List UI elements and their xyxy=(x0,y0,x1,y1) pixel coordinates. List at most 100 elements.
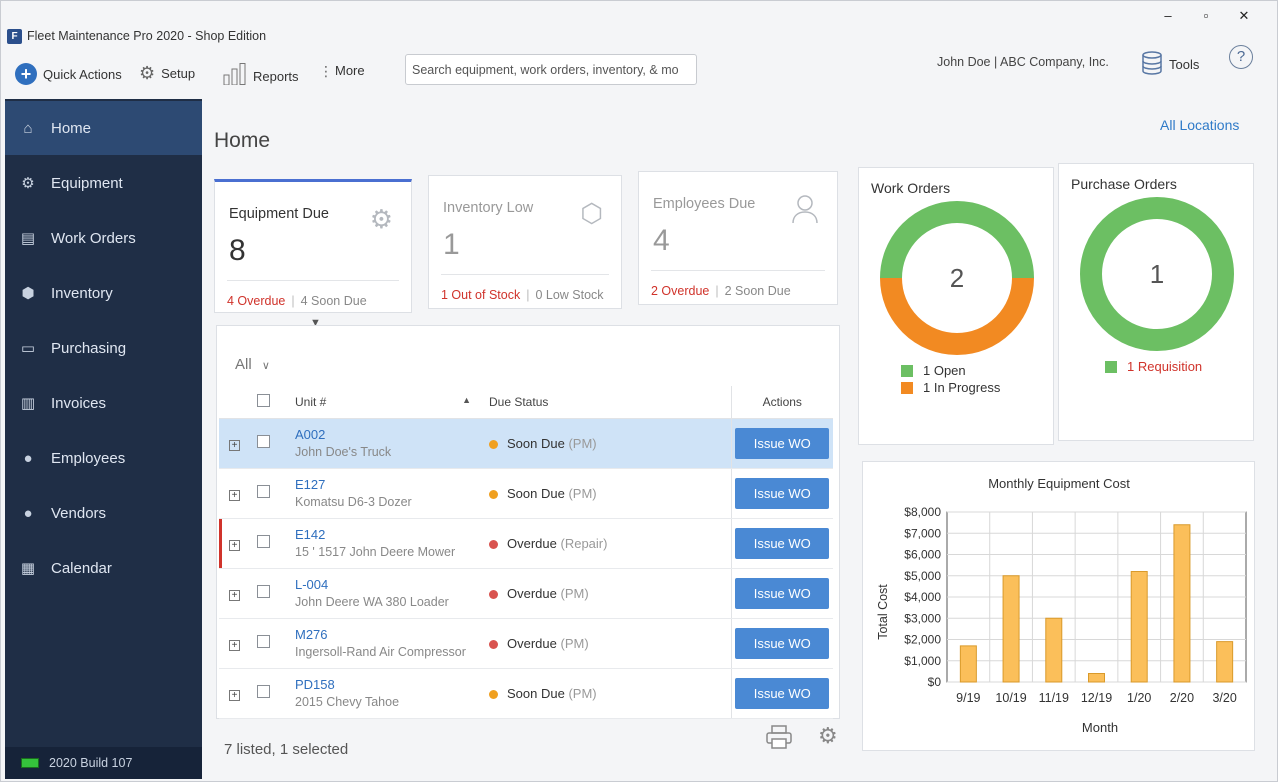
minimize-button[interactable]: – xyxy=(1164,8,1172,23)
all-locations-link[interactable]: All Locations xyxy=(1160,117,1240,133)
soon-due-count[interactable]: 2 Soon Due xyxy=(724,284,791,298)
unit-number-link[interactable]: PD158 xyxy=(295,677,335,692)
overdue-count[interactable]: 4 Overdue xyxy=(227,294,286,308)
table-row[interactable]: + A002 John Doe's Truck Soon Due (PM) Iss… xyxy=(219,418,833,469)
sidebar-item-vendors[interactable]: ● Vendors xyxy=(5,486,202,540)
quick-actions-label: Quick Actions xyxy=(43,66,122,82)
setup-label: Setup xyxy=(161,66,196,81)
row-checkbox[interactable] xyxy=(257,435,270,448)
donut-segment[interactable] xyxy=(880,201,1034,279)
maximize-button[interactable]: ▫ xyxy=(1203,8,1209,23)
legend-item: 1 Open xyxy=(901,362,1000,379)
unit-column-header[interactable]: Unit # ▲ xyxy=(295,386,489,419)
sidebar-item-invoices[interactable]: ▥ Invoices xyxy=(5,376,202,430)
due-status: Soon Due xyxy=(507,685,565,701)
filter-dropdown[interactable]: All ∨ xyxy=(235,356,270,373)
donut-segment[interactable] xyxy=(1080,197,1234,351)
table-row[interactable]: + L-004 John Deere WA 380 Loader Overdue … xyxy=(219,568,833,619)
row-checkbox[interactable] xyxy=(257,685,270,698)
help-button[interactable]: ? xyxy=(1229,45,1253,69)
row-checkbox[interactable] xyxy=(257,485,270,498)
unit-number-link[interactable]: E142 xyxy=(295,527,326,542)
expand-row-icon[interactable]: + xyxy=(229,639,240,651)
tools-button[interactable]: Tools xyxy=(1141,51,1199,78)
y-tick-label: $0 xyxy=(928,675,942,689)
quick-actions-button[interactable]: + Quick Actions xyxy=(15,63,122,85)
issue-wo-button[interactable]: Issue WO xyxy=(735,627,830,659)
legend-label: 1 Open xyxy=(923,363,966,378)
sidebar-item-work-orders[interactable]: ▤ Work Orders xyxy=(5,211,202,265)
expand-row-icon[interactable]: + xyxy=(229,439,240,451)
print-icon[interactable] xyxy=(766,725,792,755)
setup-button[interactable]: ⚙ Setup xyxy=(139,63,195,84)
employees-due-card[interactable]: Employees Due 4 2 Overdue | 2 Soon Due xyxy=(638,171,838,305)
donut-segment[interactable] xyxy=(880,277,1034,355)
bar[interactable] xyxy=(1088,673,1105,683)
issue-wo-button[interactable]: Issue WO xyxy=(735,577,830,609)
sidebar-item-employees[interactable]: ● Employees xyxy=(5,431,202,485)
bar[interactable] xyxy=(1130,571,1148,683)
reports-button[interactable]: Reports xyxy=(223,63,299,90)
table-row[interactable]: + E127 Komatsu D6-3 Dozer Soon Due (PM) I… xyxy=(219,468,833,519)
window-title: Fleet Maintenance Pro 2020 - Shop Editio… xyxy=(27,29,267,43)
sidebar-item-inventory[interactable]: ⬢ Inventory xyxy=(5,266,202,320)
inventory-low-card[interactable]: Inventory Low 1 ⬡ 1 Out of Stock | 0 Low S… xyxy=(428,175,622,309)
table-row[interactable]: + PD158 2015 Chevy Tahoe Soon Due (PM) Is… xyxy=(219,668,833,719)
unit-number-link[interactable]: A002 xyxy=(295,427,326,442)
user-company-label: John Doe | ABC Company, Inc. xyxy=(937,55,1109,69)
table-row[interactable]: + E142 15 ' 1517 John Deere Mower Overdue… xyxy=(219,518,833,569)
build-label: 2020 Build 107 xyxy=(49,756,133,770)
bar[interactable] xyxy=(1045,617,1063,683)
unit-number-link[interactable]: E127 xyxy=(295,477,326,492)
bar[interactable] xyxy=(1002,575,1020,683)
issue-wo-button[interactable]: Issue WO xyxy=(735,527,830,559)
expand-row-icon[interactable]: + xyxy=(229,539,240,551)
person-icon xyxy=(791,194,819,231)
expand-row-icon[interactable]: + xyxy=(229,489,240,501)
x-tick-label: 1/20 xyxy=(1127,691,1151,705)
due-status-column-header[interactable]: Due Status xyxy=(489,386,731,419)
legend-label[interactable]: 1 Requisition xyxy=(1127,359,1203,374)
gear-icon: ⚙ xyxy=(21,175,35,192)
more-button[interactable]: ⋮ More xyxy=(319,63,365,78)
y-tick-label: $2,000 xyxy=(904,633,941,647)
equipment-due-card[interactable]: Equipment Due 8 ⚙ 4 Overdue | 4 Soon Due xyxy=(214,179,412,313)
equipment-table: Unit # ▲ Due Status Actions + A002 John D… xyxy=(219,386,833,719)
table-header-row: Unit # ▲ Due Status Actions xyxy=(219,386,833,419)
expand-row-icon[interactable]: + xyxy=(229,689,240,701)
bar[interactable] xyxy=(1173,524,1191,683)
sidebar-item-home[interactable]: ⌂ Home xyxy=(5,101,202,155)
legend-swatch xyxy=(901,381,913,394)
unit-number-link[interactable]: M276 xyxy=(295,627,328,642)
unit-description: John Doe's Truck xyxy=(295,445,392,459)
bar[interactable] xyxy=(1216,641,1234,683)
issue-wo-button[interactable]: Issue WO xyxy=(735,427,830,459)
low-stock-count[interactable]: 0 Low Stock xyxy=(535,288,604,302)
purchase-orders-card[interactable]: Purchase Orders 1 1 Requisition xyxy=(1058,163,1254,441)
card-title: Purchase Orders xyxy=(1071,176,1177,192)
expand-row-icon[interactable]: + xyxy=(229,589,240,601)
reports-label: Reports xyxy=(253,69,299,84)
row-checkbox[interactable] xyxy=(257,585,270,598)
divider xyxy=(441,274,609,275)
issue-wo-button[interactable]: Issue WO xyxy=(735,477,830,509)
bar-chart-svg: Monthly Equipment Cost Total Cost Month … xyxy=(876,476,1247,735)
row-checkbox[interactable] xyxy=(257,635,270,648)
soon-due-count[interactable]: 4 Soon Due xyxy=(300,294,367,308)
unit-number-link[interactable]: L-004 xyxy=(295,577,329,592)
table-row[interactable]: + M276 Ingersoll-Rand Air Compressor Over… xyxy=(219,618,833,669)
x-tick-label: 11/19 xyxy=(1039,691,1069,705)
select-all-checkbox[interactable] xyxy=(257,393,270,407)
row-checkbox[interactable] xyxy=(257,535,270,548)
issue-wo-button[interactable]: Issue WO xyxy=(735,677,830,709)
work-orders-card[interactable]: Work Orders 2 1 Open 1 In Progress xyxy=(858,167,1054,445)
close-button[interactable]: ✕ xyxy=(1238,8,1250,23)
settings-gear-icon[interactable]: ⚙ xyxy=(818,723,838,748)
sidebar-item-purchasing[interactable]: ▭ Purchasing xyxy=(5,321,202,375)
sidebar-item-equipment[interactable]: ⚙ Equipment xyxy=(5,156,202,210)
search-input[interactable] xyxy=(405,54,697,85)
bar[interactable] xyxy=(959,645,977,683)
sidebar-item-calendar[interactable]: ▦ Calendar xyxy=(5,541,202,595)
overdue-count[interactable]: 2 Overdue xyxy=(651,284,710,298)
out-of-stock-count[interactable]: 1 Out of Stock xyxy=(441,288,521,302)
